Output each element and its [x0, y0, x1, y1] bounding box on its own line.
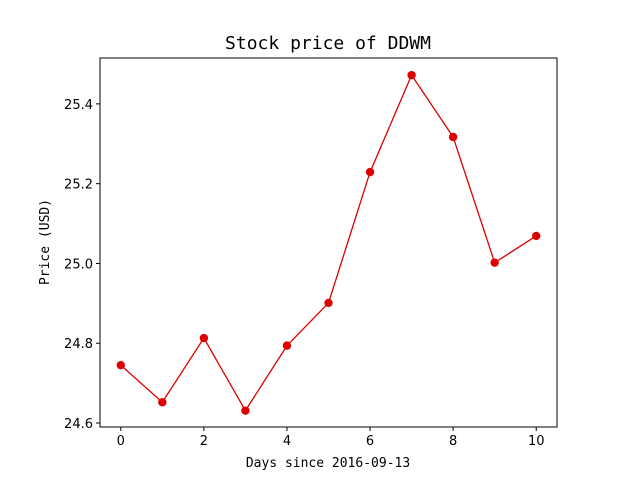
- y-axis-label: Price (USD): [38, 199, 53, 285]
- series-line: [120, 73, 537, 412]
- series-group: [116, 70, 541, 415]
- x-tick-label: 2: [200, 434, 208, 449]
- x-tick-label: 10: [528, 434, 545, 449]
- x-tick-label: 6: [366, 434, 374, 449]
- data-point: [324, 298, 333, 308]
- data-point: [158, 398, 167, 407]
- data-point: [241, 406, 250, 415]
- y-tick-label: 24.6: [64, 417, 93, 432]
- data-point: [199, 333, 209, 343]
- x-tick-label: 0: [117, 434, 125, 449]
- data-point: [532, 231, 541, 241]
- x-axis: 0 2 4 6 8 10: [117, 427, 545, 449]
- data-point: [448, 132, 458, 142]
- chart-title: Stock price of DDWM: [225, 33, 431, 54]
- y-tick-label: 25.2: [64, 178, 93, 193]
- data-point: [490, 258, 499, 267]
- y-tick-label: 24.8: [64, 337, 93, 352]
- plot-area: [99, 57, 558, 428]
- y-axis: 24.6 24.8 25.0 25.2 25.4: [64, 98, 100, 432]
- y-tick-label: 25.4: [64, 98, 93, 113]
- x-tick-label: 8: [449, 434, 457, 449]
- data-point: [116, 360, 125, 370]
- x-axis-label: Days since 2016-09-13: [246, 456, 410, 471]
- data-point: [365, 167, 375, 177]
- y-tick-label: 25.0: [64, 257, 93, 272]
- x-tick-label: 4: [283, 434, 291, 449]
- data-point: [407, 70, 416, 80]
- data-point: [282, 341, 292, 350]
